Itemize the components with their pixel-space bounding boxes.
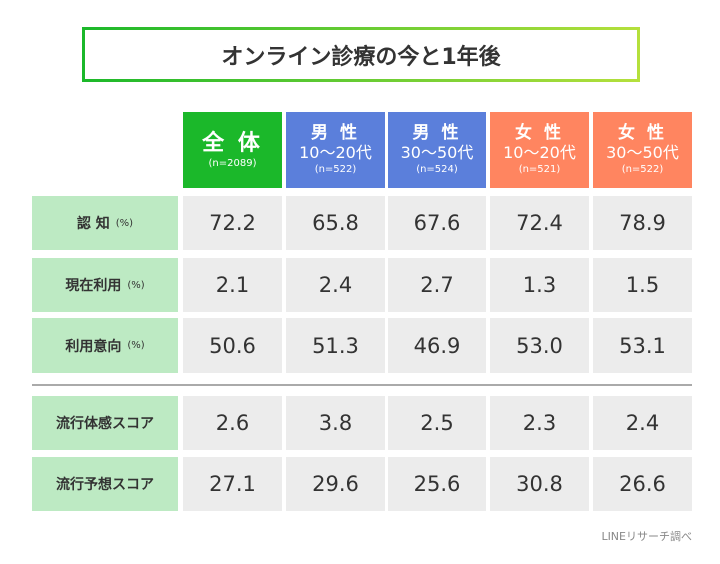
row-label-unit: (%)	[127, 279, 145, 291]
row-label-text: 流行予想スコア	[56, 477, 154, 493]
table-cell: 53.1	[593, 318, 692, 373]
row-label: 流行予想スコア	[32, 457, 178, 511]
table-cell: 72.2	[183, 196, 282, 250]
table-cell: 27.1	[183, 457, 282, 511]
table-cell: 2.1	[183, 258, 282, 312]
table-cell: 25.6	[388, 457, 486, 511]
column-header-group: 男 性	[311, 123, 360, 144]
table-cell: 2.7	[388, 258, 486, 312]
column-header-sample-size: (n=2089)	[208, 157, 257, 169]
section-divider	[32, 384, 692, 386]
column-header-group: 女 性	[618, 123, 667, 144]
column-header: 男 性 10～20代 (n=522)	[286, 112, 385, 188]
table-cell: 2.5	[388, 396, 486, 450]
table-cell: 65.8	[286, 196, 385, 250]
table-cell: 1.5	[593, 258, 692, 312]
table-cell: 53.0	[490, 318, 589, 373]
row-label-text: 現在利用	[65, 278, 122, 294]
table-cell: 3.8	[286, 396, 385, 450]
table-cell: 2.3	[490, 396, 589, 450]
column-header-age: 10～20代	[503, 142, 576, 162]
row-label-text: 流行体感スコア	[56, 416, 154, 432]
table-cell: 2.6	[183, 396, 282, 450]
column-header-group: 全 体	[202, 130, 263, 156]
table-cell: 50.6	[183, 318, 282, 373]
table-cell: 51.3	[286, 318, 385, 373]
column-header: 女 性 30～50代 (n=522)	[593, 112, 692, 188]
table-cell: 46.9	[388, 318, 486, 373]
column-header: 男 性 30～50代 (n=524)	[388, 112, 486, 188]
column-header-group: 女 性	[515, 123, 564, 144]
row-label-text: 利用意向	[65, 338, 122, 355]
table-cell: 26.6	[593, 457, 692, 511]
chart-title: オンライン診療の今と1年後	[82, 27, 640, 82]
source-note: LINEリサーチ調べ	[601, 530, 692, 543]
row-label: 流行体感スコア	[32, 396, 178, 450]
column-header-age: 30～50代	[606, 142, 679, 162]
table-cell: 72.4	[490, 196, 589, 250]
table-cell: 2.4	[286, 258, 385, 312]
column-header-sample-size: (n=522)	[621, 164, 664, 176]
table-cell: 78.9	[593, 196, 692, 250]
row-label-text: 認 知	[76, 216, 110, 232]
column-header-sample-size: (n=521)	[518, 164, 561, 176]
table-cell: 2.4	[593, 396, 692, 450]
table-cell: 67.6	[388, 196, 486, 250]
column-header: 全 体 (n=2089)	[183, 112, 282, 188]
row-label: 利用意向 (%)	[32, 318, 178, 373]
row-label: 現在利用 (%)	[32, 258, 178, 312]
column-header: 女 性 10～20代 (n=521)	[490, 112, 589, 188]
row-label: 認 知 (%)	[32, 196, 178, 250]
table-cell: 30.8	[490, 457, 589, 511]
column-header-sample-size: (n=524)	[416, 164, 458, 176]
table-cell: 29.6	[286, 457, 385, 511]
row-label-unit: (%)	[127, 340, 145, 351]
column-header-age: 30～50代	[400, 142, 474, 162]
table-cell: 1.3	[490, 258, 589, 312]
column-header-group: 男 性	[412, 123, 462, 144]
row-label-unit: (%)	[115, 217, 134, 229]
column-header-sample-size: (n=522)	[314, 164, 357, 176]
column-header-age: 10～20代	[299, 142, 372, 162]
